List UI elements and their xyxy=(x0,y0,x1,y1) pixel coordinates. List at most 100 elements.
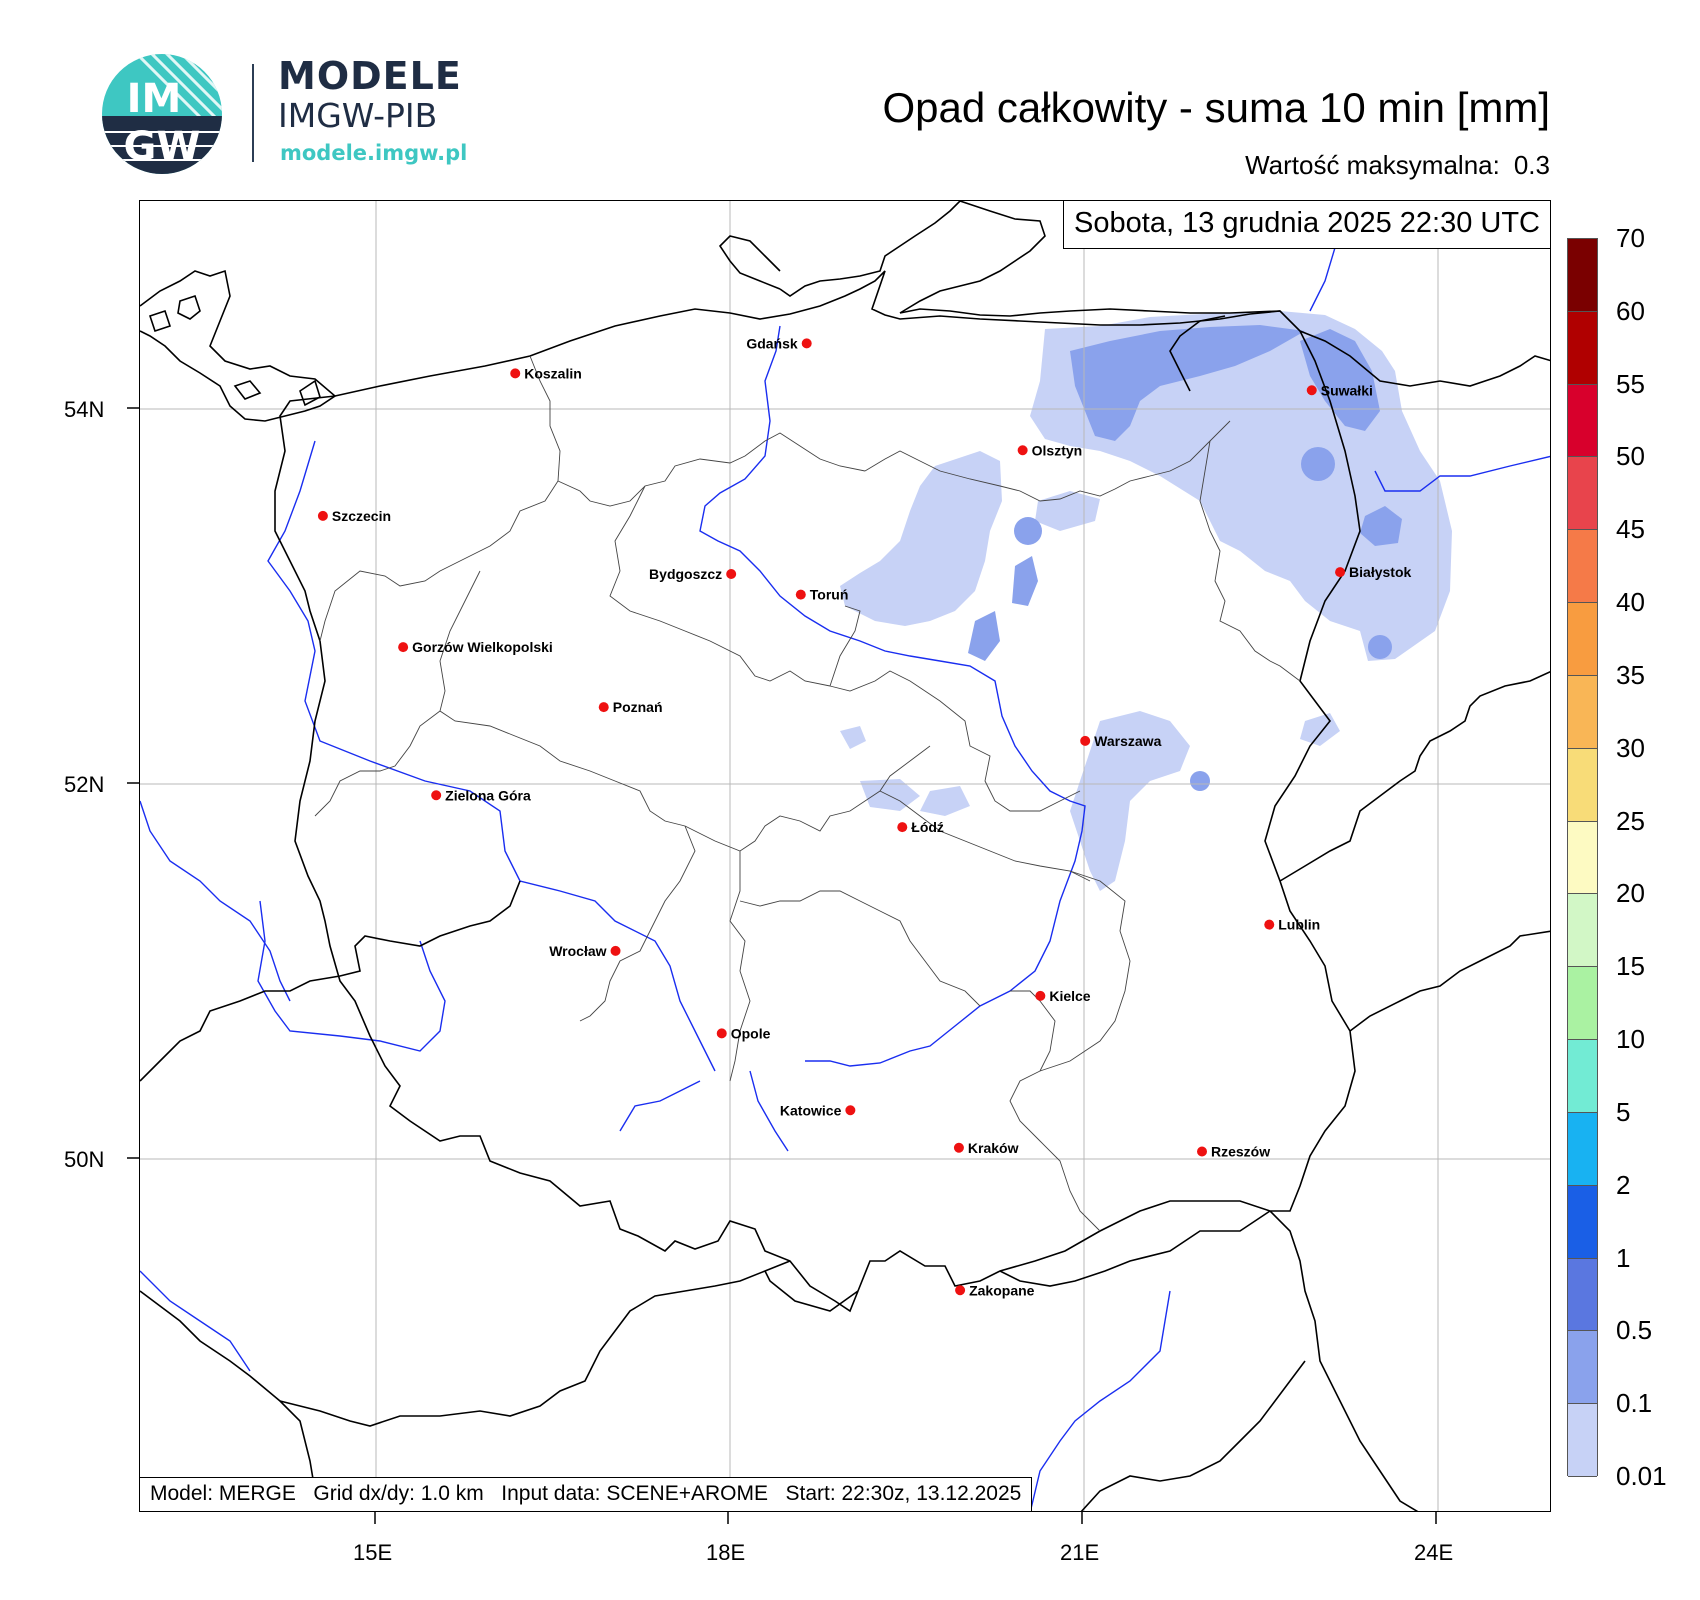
country-border xyxy=(764,1270,859,1312)
city-marker[interactable] xyxy=(801,338,812,349)
city-label: Kraków xyxy=(968,1140,1019,1156)
coast-lagoon xyxy=(899,201,1046,314)
colorbar-label: 55 xyxy=(1616,368,1645,399)
city-label: Gorzów Wielkopolski xyxy=(412,639,553,655)
city-marker[interactable] xyxy=(398,642,409,653)
city-label: Koszalin xyxy=(524,365,582,381)
colorbar-label: 35 xyxy=(1616,659,1645,690)
city-marker[interactable] xyxy=(1197,1146,1207,1157)
colorbar-label: 40 xyxy=(1616,587,1645,618)
country-border xyxy=(140,1290,316,1511)
voivodeship-boundary xyxy=(557,432,866,507)
logo-text-imgw: IMGW-PIB xyxy=(278,96,438,135)
colorbar-label: 1 xyxy=(1616,1242,1631,1273)
voivodeship-boundary xyxy=(864,420,1231,502)
river-tributary xyxy=(140,800,291,1002)
coast-island xyxy=(148,309,172,333)
precip-area-light xyxy=(860,779,920,811)
lon-tick: 24E xyxy=(1414,1540,1454,1565)
city-marker[interactable] xyxy=(317,510,328,521)
voivodeship-boundary xyxy=(1009,870,1131,1232)
colorbar-segment xyxy=(1568,967,1597,1041)
colorbar-segment xyxy=(1568,1258,1597,1332)
city-label: Opole xyxy=(731,1025,771,1041)
lat-tick: 50N xyxy=(64,1147,105,1172)
city-layer: Gdańsk Koszalin Suwałki Olsztyn Szczecin Bydg… xyxy=(317,335,1412,1298)
precip-area-light xyxy=(1035,491,1100,531)
city-label: Szczecin xyxy=(332,508,391,524)
voivodeship-boundary xyxy=(729,851,751,1082)
voivodeship-boundaries xyxy=(314,355,1301,1232)
precip-area-light xyxy=(1300,713,1340,746)
city-marker[interactable] xyxy=(1335,567,1346,578)
colorbar-label: 15 xyxy=(1616,951,1645,982)
city-label: Toruń xyxy=(810,587,849,603)
city-marker[interactable] xyxy=(1017,445,1028,456)
precip-area-mid xyxy=(1300,329,1380,431)
colorbar xyxy=(1567,238,1598,1477)
model-info-box: Model: MERGE Grid dx/dy: 1.0 km Input da… xyxy=(140,1477,1033,1511)
city-marker[interactable] xyxy=(955,1285,966,1296)
city-marker[interactable] xyxy=(1264,919,1275,930)
logo-text-modele: MODELE xyxy=(278,54,462,98)
city-marker[interactable] xyxy=(1306,385,1317,396)
country-border xyxy=(279,1260,791,1427)
city-label: Bydgoszcz xyxy=(649,566,722,582)
precip-area-mid xyxy=(1360,506,1402,546)
city-label: Zakopane xyxy=(969,1282,1035,1298)
graticule xyxy=(140,201,1550,1511)
river-odra xyxy=(267,440,716,1072)
city-marker[interactable] xyxy=(953,1142,964,1153)
river-tributary xyxy=(140,1270,251,1372)
country-border xyxy=(140,880,521,1082)
map-title: Opad całkowity - suma 10 min [mm] xyxy=(882,84,1550,131)
city-marker[interactable] xyxy=(510,368,521,379)
precip-area-light xyxy=(840,451,1002,626)
voivodeship-boundary xyxy=(579,825,696,1022)
colorbar-label: 2 xyxy=(1616,1169,1631,1200)
voivodeship-boundary xyxy=(879,790,1091,882)
city-marker[interactable] xyxy=(610,945,621,956)
city-label: Rzeszów xyxy=(1211,1144,1270,1160)
logo-badge-bottom: GW xyxy=(124,124,201,170)
logo-separator xyxy=(252,64,254,162)
map-panel[interactable]: Gdańsk Koszalin Suwałki Olsztyn Szczecin Bydg… xyxy=(139,200,1551,1512)
coast-island xyxy=(233,380,262,400)
city-marker[interactable] xyxy=(845,1105,856,1116)
river-vistula xyxy=(699,325,1086,1067)
city-label: Olsztyn xyxy=(1032,442,1083,458)
city-marker[interactable] xyxy=(726,569,737,579)
country-border xyxy=(1349,930,1550,1032)
map-canvas[interactable]: Gdańsk Koszalin Suwałki Olsztyn Szczecin Bydg… xyxy=(140,201,1551,1512)
date-box: Sobota, 13 grudnia 2025 22:30 UTC xyxy=(1063,201,1550,249)
voivodeship-boundary xyxy=(829,605,861,687)
city-label: Białystok xyxy=(1349,564,1411,580)
colorbar-label: 5 xyxy=(1616,1096,1631,1127)
lon-tick: 18E xyxy=(706,1540,746,1565)
country-border xyxy=(999,1210,1271,1287)
city-label: Poznań xyxy=(613,699,663,715)
city-marker[interactable] xyxy=(897,822,908,833)
lat-tick: 54N xyxy=(64,397,105,422)
max-value-label: Wartość maksymalna: xyxy=(1245,150,1500,180)
precip-area-mid xyxy=(1070,325,1305,441)
borders xyxy=(140,201,1550,1511)
colorbar-segment xyxy=(1568,1112,1597,1186)
colorbar-segment xyxy=(1568,748,1597,822)
logo-link[interactable]: modele.imgw.pl xyxy=(280,141,468,165)
river-tributary xyxy=(257,900,446,1052)
coast-island xyxy=(299,379,321,407)
voivodeship-boundary xyxy=(1010,990,1056,1072)
city-marker[interactable] xyxy=(795,589,806,600)
imgw-logo-badge: IM GW xyxy=(102,54,222,174)
city-marker[interactable] xyxy=(716,1028,727,1039)
voivodeship-boundary xyxy=(319,355,561,642)
river-tributary xyxy=(749,1070,789,1152)
colorbar-segment xyxy=(1568,384,1597,458)
coast-hel xyxy=(718,235,781,290)
city-marker[interactable] xyxy=(598,702,609,713)
city-marker[interactable] xyxy=(1035,990,1046,1001)
city-marker[interactable] xyxy=(1080,735,1091,746)
city-marker[interactable] xyxy=(431,790,442,801)
voivodeship-boundary xyxy=(1199,440,1301,682)
